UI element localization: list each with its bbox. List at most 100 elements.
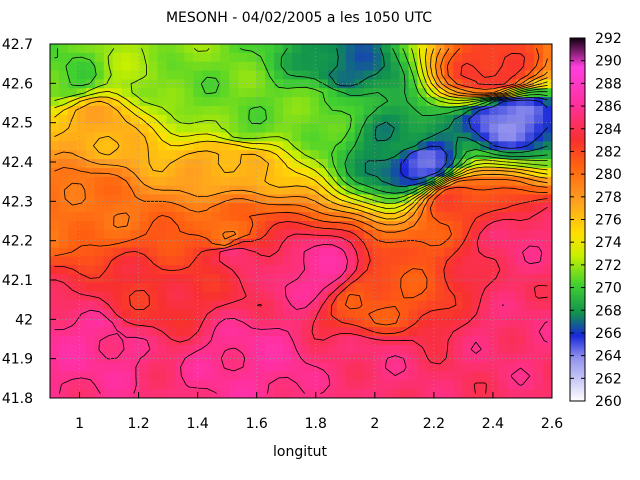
heatmap-cell xyxy=(202,265,212,275)
heatmap-cell xyxy=(301,274,311,284)
heatmap-cell xyxy=(247,97,257,107)
heatmap-cell xyxy=(211,194,221,204)
heatmap-cell xyxy=(94,327,105,337)
heatmap-cell xyxy=(265,336,275,346)
heatmap-cell xyxy=(193,362,203,372)
heatmap-cell xyxy=(202,97,212,107)
heatmap-cell xyxy=(184,132,194,142)
heatmap-cell xyxy=(498,247,508,257)
heatmap-cell xyxy=(166,282,176,293)
heatmap-cell xyxy=(85,167,96,178)
heatmap-cell xyxy=(471,336,481,346)
heatmap-cell xyxy=(498,194,508,204)
heatmap-cell xyxy=(265,105,275,116)
heatmap-cell xyxy=(50,70,60,80)
heatmap-cell xyxy=(435,61,445,71)
heatmap-cell xyxy=(489,380,499,390)
heatmap-cell xyxy=(399,274,409,284)
heatmap-cell xyxy=(67,194,78,204)
heatmap-cell xyxy=(363,300,374,310)
heatmap-cell xyxy=(148,300,158,310)
heatmap-cell xyxy=(85,389,96,398)
heatmap-cell xyxy=(336,291,347,302)
heatmap-cell xyxy=(166,123,176,133)
heatmap-cell xyxy=(202,229,212,240)
heatmap-cell xyxy=(85,300,96,310)
heatmap-cell xyxy=(121,159,132,169)
heatmap-cell xyxy=(543,97,552,107)
heatmap-cell xyxy=(489,61,499,71)
x-tick-label: 2.4 xyxy=(482,416,504,432)
heatmap-cell xyxy=(130,353,141,363)
heatmap-cell xyxy=(139,70,149,80)
heatmap-cell xyxy=(85,44,96,54)
heatmap-cell xyxy=(525,362,535,372)
heatmap-cell xyxy=(435,380,445,390)
heatmap-cell xyxy=(462,114,472,125)
heatmap-cell xyxy=(516,194,526,204)
heatmap-cell xyxy=(471,221,481,231)
heatmap-cell xyxy=(480,194,490,204)
heatmap-cell xyxy=(211,79,221,89)
heatmap-cell xyxy=(381,265,392,275)
heatmap-cell xyxy=(363,336,374,346)
heatmap-cell xyxy=(498,265,508,275)
heatmap-cell xyxy=(184,371,194,381)
heatmap-cell xyxy=(256,150,266,160)
heatmap-cell xyxy=(103,167,114,178)
heatmap-cell xyxy=(130,229,141,240)
heatmap-cell xyxy=(256,371,266,381)
heatmap-cell xyxy=(453,318,463,328)
heatmap-cell xyxy=(534,229,544,240)
heatmap-cell xyxy=(498,229,508,240)
heatmap-cell xyxy=(462,380,472,390)
heatmap-cell xyxy=(345,159,356,169)
heatmap-cell xyxy=(426,344,436,355)
heatmap-cell xyxy=(76,88,87,98)
heatmap-cell xyxy=(112,221,123,231)
heatmap-cell xyxy=(94,44,105,54)
heatmap-cell xyxy=(121,79,132,89)
heatmap-cell xyxy=(50,238,60,248)
heatmap-cell xyxy=(50,123,60,133)
heatmap-cell xyxy=(525,167,535,178)
heatmap-cell xyxy=(211,141,221,151)
heatmap-cell xyxy=(175,282,185,293)
heatmap-cell xyxy=(166,88,176,98)
heatmap-cell xyxy=(157,114,167,125)
heatmap-cell xyxy=(327,79,338,89)
heatmap-cell xyxy=(256,132,266,142)
heatmap-cell xyxy=(85,362,96,372)
heatmap-cell xyxy=(480,44,490,54)
heatmap-cell xyxy=(238,105,248,116)
heatmap-cell xyxy=(354,203,365,213)
heatmap-cell xyxy=(211,238,221,248)
heatmap-cell xyxy=(265,141,275,151)
heatmap-cell xyxy=(301,132,311,142)
heatmap-cell xyxy=(50,256,60,266)
heatmap-cell xyxy=(202,247,212,257)
heatmap-cell xyxy=(417,389,427,398)
heatmap-cell xyxy=(94,309,105,319)
heatmap-cell xyxy=(327,194,338,204)
heatmap-cell xyxy=(85,114,96,125)
heatmap-cell xyxy=(399,185,409,195)
heatmap-cell xyxy=(76,256,87,266)
heatmap-cell xyxy=(372,203,383,213)
heatmap-cell xyxy=(516,176,526,186)
heatmap-cell xyxy=(435,194,445,204)
heatmap-cell xyxy=(256,61,266,71)
heatmap-cell xyxy=(336,221,347,231)
heatmap-cell xyxy=(184,88,194,98)
heatmap-cell xyxy=(175,52,185,63)
colorbar-tick-label: 288 xyxy=(595,76,622,92)
heatmap-cell xyxy=(274,176,284,186)
heatmap-cell xyxy=(408,141,418,151)
heatmap-cell xyxy=(175,176,185,186)
heatmap-cell xyxy=(345,300,356,310)
colorbar-tick-label: 280 xyxy=(595,167,622,183)
heatmap-cell xyxy=(130,141,141,151)
heatmap-cell xyxy=(543,114,552,125)
heatmap-cell xyxy=(381,203,392,213)
heatmap-cell xyxy=(301,123,311,133)
